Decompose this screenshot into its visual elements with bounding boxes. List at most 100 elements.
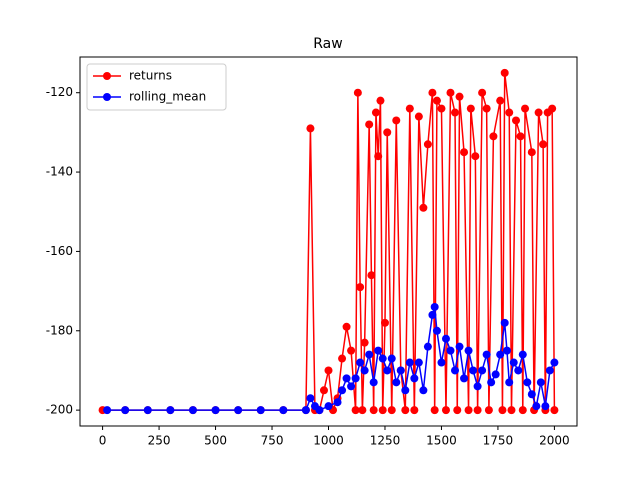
point [369,378,378,387]
point [482,350,491,359]
y-tick-label: -180 [46,323,73,337]
x-tick-label: 2000 [539,434,570,448]
point [369,406,378,415]
point [466,104,475,113]
point [360,366,369,375]
point [365,350,374,359]
y-tick-label: -140 [46,165,73,179]
point [365,120,374,129]
point [478,366,487,375]
point [353,88,362,97]
point [534,108,543,117]
point [383,366,392,375]
point [347,382,356,391]
point [430,406,439,415]
point [509,358,518,367]
point [376,96,385,105]
point [521,104,530,113]
point [342,374,351,383]
point [419,203,428,212]
point [550,406,559,415]
point [387,406,396,415]
point [518,350,527,359]
legend-marker [103,93,111,101]
x-tick-label: 1750 [483,434,514,448]
x-tick-label: 500 [204,434,227,448]
point [428,88,437,97]
point [211,406,220,415]
point [234,406,243,415]
axes-frame [79,56,578,427]
point [374,346,383,355]
point [489,132,498,141]
point [392,378,401,387]
chart-title: Raw [313,36,342,52]
y-tick-label: -160 [46,244,73,258]
point [491,370,500,379]
point [121,406,130,415]
point [446,88,455,97]
point [502,346,511,355]
point [514,366,523,375]
point [301,406,310,415]
point [387,354,396,363]
point [374,152,383,161]
point [371,108,380,117]
point [188,406,197,415]
point [351,406,360,415]
point [473,382,482,391]
point [550,358,559,367]
y-tick-label: -120 [46,85,73,99]
point [338,354,347,363]
point [451,108,460,117]
point [423,140,432,149]
point [315,406,324,415]
point [446,346,455,355]
point [401,386,410,395]
point [518,406,527,415]
point [356,283,365,292]
point [396,366,405,375]
point [496,350,505,359]
point [469,366,478,375]
point [143,406,152,415]
point [437,358,446,367]
legend-label: returns [129,69,172,83]
legend-marker [103,72,111,80]
point [527,148,536,157]
point [460,374,469,383]
point [473,406,482,415]
point [333,398,342,407]
point [410,406,419,415]
x-tick-label: 0 [99,434,107,448]
point [464,406,473,415]
point [541,402,550,411]
point [460,148,469,157]
point [410,374,419,383]
point [423,342,432,351]
point [306,394,315,403]
point [455,92,464,101]
point [383,128,392,137]
point [306,124,315,133]
x-tick-label: 750 [261,434,284,448]
point [405,104,414,113]
point [507,406,516,415]
point [347,346,356,355]
point [351,374,360,383]
point [419,386,428,395]
point [319,386,328,395]
point [378,406,387,415]
point [405,358,414,367]
point [527,390,536,399]
point [532,402,541,411]
point [338,386,347,395]
point [356,358,365,367]
legend-box [86,63,227,111]
point [464,346,473,355]
legend-label: rolling_mean [129,90,206,104]
point [342,322,351,331]
point [414,358,423,367]
point [256,406,265,415]
point [496,96,505,105]
